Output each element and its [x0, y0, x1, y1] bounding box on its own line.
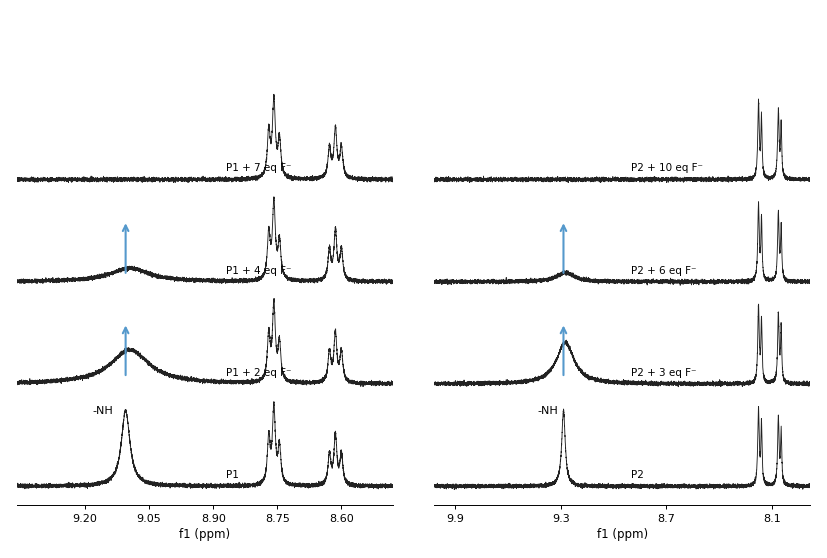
Text: -NH: -NH	[92, 406, 112, 416]
X-axis label: f1 (ppm): f1 (ppm)	[179, 528, 230, 541]
Text: P2 + 6 eq F⁻: P2 + 6 eq F⁻	[631, 266, 696, 276]
Text: P2: P2	[631, 470, 644, 480]
Text: P1: P1	[226, 470, 239, 480]
Text: P2 + 10 eq F⁻: P2 + 10 eq F⁻	[631, 163, 703, 174]
Text: -NH: -NH	[538, 406, 558, 416]
Text: P2 + 3 eq F⁻: P2 + 3 eq F⁻	[631, 368, 696, 378]
Text: P1 + 7 eq F⁻: P1 + 7 eq F⁻	[226, 163, 292, 174]
Text: P1 + 4 eq F⁻: P1 + 4 eq F⁻	[226, 266, 292, 276]
X-axis label: f1 (ppm): f1 (ppm)	[597, 528, 648, 541]
Text: P1 + 2 eq F⁻: P1 + 2 eq F⁻	[226, 368, 292, 378]
